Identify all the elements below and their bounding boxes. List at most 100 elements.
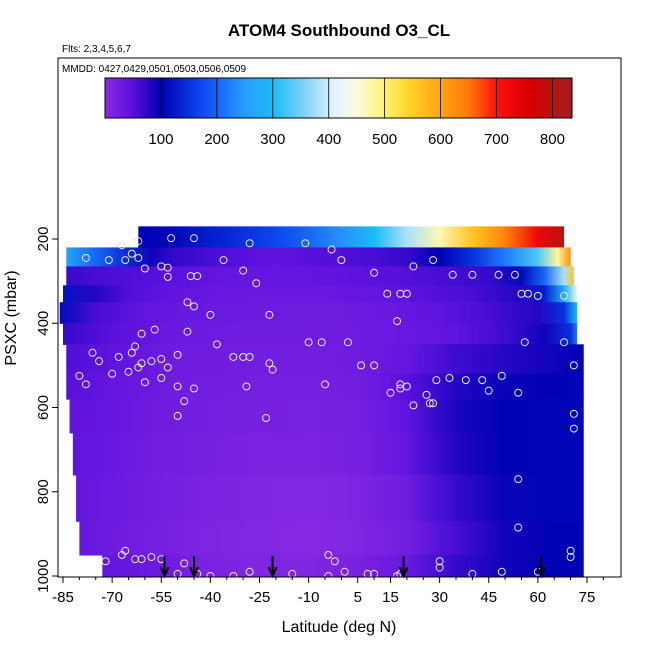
observation-point bbox=[180, 559, 189, 568]
observation-point bbox=[157, 374, 166, 383]
observation-point bbox=[121, 546, 130, 555]
x-tick-label: 60 bbox=[530, 589, 547, 606]
observation-point bbox=[330, 557, 339, 566]
x-tick-label: -25 bbox=[249, 589, 271, 606]
observation-point bbox=[134, 253, 143, 262]
observation-point bbox=[317, 338, 326, 347]
observation-point bbox=[370, 569, 379, 577]
observation-point bbox=[514, 388, 523, 397]
observation-point bbox=[173, 382, 182, 391]
observation-point bbox=[432, 376, 441, 385]
observation-point bbox=[435, 557, 444, 566]
observation-point bbox=[81, 253, 90, 262]
observation-point bbox=[121, 256, 130, 265]
observation-point bbox=[448, 270, 457, 279]
observation-point bbox=[343, 338, 352, 347]
chart-title: ATOM4 Southbound O3_CL bbox=[228, 21, 450, 40]
observation-point bbox=[265, 310, 274, 319]
observation-point bbox=[137, 555, 146, 564]
heatmap-layer bbox=[66, 266, 574, 286]
heatmap-layer bbox=[69, 399, 584, 434]
observation-point bbox=[163, 263, 172, 272]
y-tick-label: 600 bbox=[35, 395, 52, 420]
heatmap-layer bbox=[63, 323, 578, 345]
observation-point bbox=[173, 350, 182, 359]
observation-point bbox=[569, 361, 578, 370]
observation-point bbox=[425, 399, 434, 408]
observation-point bbox=[229, 352, 238, 361]
observation-point bbox=[262, 414, 271, 423]
y-tick-label: 1000 bbox=[35, 559, 52, 592]
observation-point bbox=[560, 291, 569, 300]
observation-point bbox=[183, 327, 192, 336]
observation-point bbox=[219, 256, 228, 265]
observation-point bbox=[212, 340, 221, 349]
observation-point bbox=[497, 567, 506, 576]
observation-point bbox=[127, 348, 136, 357]
observation-point bbox=[190, 384, 198, 393]
observation-point bbox=[265, 359, 274, 368]
observation-point bbox=[494, 270, 503, 279]
observation-point bbox=[163, 363, 172, 372]
observation-point bbox=[245, 352, 254, 361]
observation-point bbox=[124, 367, 133, 376]
colorbar-tick-label: 600 bbox=[428, 131, 453, 148]
observation-point bbox=[114, 352, 123, 361]
colorbar-tick-label: 400 bbox=[316, 131, 341, 148]
observation-point bbox=[268, 365, 277, 374]
observation-point bbox=[147, 553, 156, 562]
x-tick-label: -70 bbox=[101, 589, 123, 606]
observation-point bbox=[81, 380, 90, 389]
x-axis: -85 -70 -55 -40 -25 -10 5 15 30 45 60 75 bbox=[52, 577, 604, 606]
colorbar-tick-label: 200 bbox=[204, 131, 229, 148]
observation-point bbox=[422, 390, 431, 399]
observation-point bbox=[402, 382, 411, 391]
observation-point bbox=[101, 557, 110, 566]
observation-point bbox=[304, 338, 313, 347]
observation-point bbox=[167, 234, 176, 243]
observation-point bbox=[173, 411, 182, 420]
x-tick-label: 45 bbox=[480, 589, 497, 606]
observation-point bbox=[173, 569, 182, 577]
observation-point bbox=[75, 371, 84, 380]
observation-point bbox=[108, 369, 117, 378]
colorbar-tick-label: 700 bbox=[484, 131, 509, 148]
observation-point bbox=[560, 338, 569, 347]
observation-point bbox=[301, 239, 310, 248]
observation-point bbox=[510, 270, 519, 279]
arrow-marker bbox=[159, 556, 170, 579]
x-tick-label: -55 bbox=[150, 589, 172, 606]
observation-point bbox=[569, 424, 578, 433]
observation-point bbox=[569, 409, 578, 418]
observation-point bbox=[429, 399, 438, 408]
observation-point bbox=[357, 361, 366, 370]
observation-point bbox=[429, 256, 438, 265]
observation-point bbox=[140, 264, 149, 273]
observation-point bbox=[183, 298, 192, 307]
observation-point bbox=[321, 380, 329, 389]
observation-point bbox=[478, 376, 487, 385]
arrow-marker bbox=[398, 556, 409, 579]
heatmap-layer bbox=[72, 432, 584, 476]
y-tick-label: 400 bbox=[35, 311, 52, 336]
observation-point bbox=[337, 256, 346, 265]
observation-point bbox=[324, 572, 333, 577]
observation-point bbox=[533, 291, 542, 300]
observation-point bbox=[468, 569, 477, 577]
observation-point bbox=[461, 376, 470, 385]
heatmap-layer bbox=[102, 554, 584, 577]
observation-point bbox=[383, 289, 392, 298]
observation-point bbox=[193, 272, 202, 281]
observation-point bbox=[393, 317, 402, 326]
observation-point bbox=[206, 572, 215, 577]
x-axis-label: Latitude (deg N) bbox=[282, 619, 397, 636]
observation-point bbox=[324, 550, 333, 559]
y-tick-label: 200 bbox=[35, 226, 52, 251]
observation-point bbox=[163, 272, 172, 281]
heatmap-layer bbox=[79, 521, 584, 556]
observation-point bbox=[445, 374, 454, 383]
heatmap-layer bbox=[63, 285, 578, 303]
x-tick-label: 5 bbox=[354, 589, 362, 606]
observation-point bbox=[514, 475, 523, 484]
observation-point bbox=[127, 249, 136, 258]
